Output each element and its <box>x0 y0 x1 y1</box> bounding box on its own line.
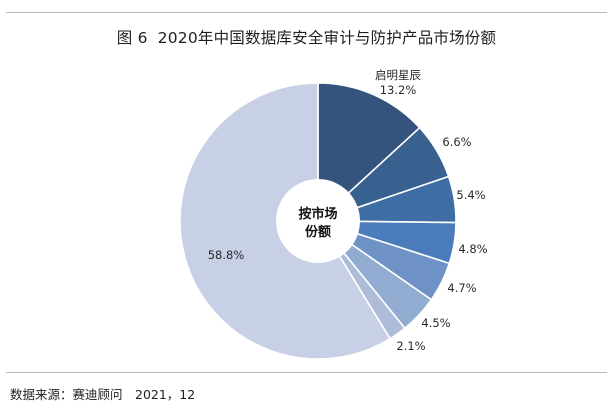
slice-value-label: 58.8% <box>208 248 245 262</box>
donut-hole <box>276 179 360 263</box>
center-label-line1: 按市场 <box>298 206 337 222</box>
slice-value-label: 2.1% <box>396 339 425 353</box>
center-label-line2: 份额 <box>305 224 331 240</box>
top-rule <box>6 12 607 13</box>
figure-title: 图 6 2020年中国数据库安全审计与防护产品市场份额 <box>0 26 613 48</box>
data-source: 数据来源：赛迪顾问 2021，12 <box>10 387 196 402</box>
chart-title: 2020年中国数据库安全审计与防护产品市场份额 <box>157 29 497 47</box>
slice-name-label: 启明星辰 <box>375 68 421 82</box>
slice-value-label: 5.4% <box>456 188 485 202</box>
figure-number: 图 6 <box>116 29 148 47</box>
slice-value-label: 13.2% <box>380 83 417 97</box>
slice-value-label: 4.8% <box>458 242 487 256</box>
slice-value-label: 6.6% <box>442 135 471 149</box>
donut-slice <box>317 82 421 223</box>
slice-value-label: 4.5% <box>421 316 450 330</box>
bottom-rule <box>6 372 607 373</box>
slice-value-label: 4.7% <box>447 281 476 295</box>
